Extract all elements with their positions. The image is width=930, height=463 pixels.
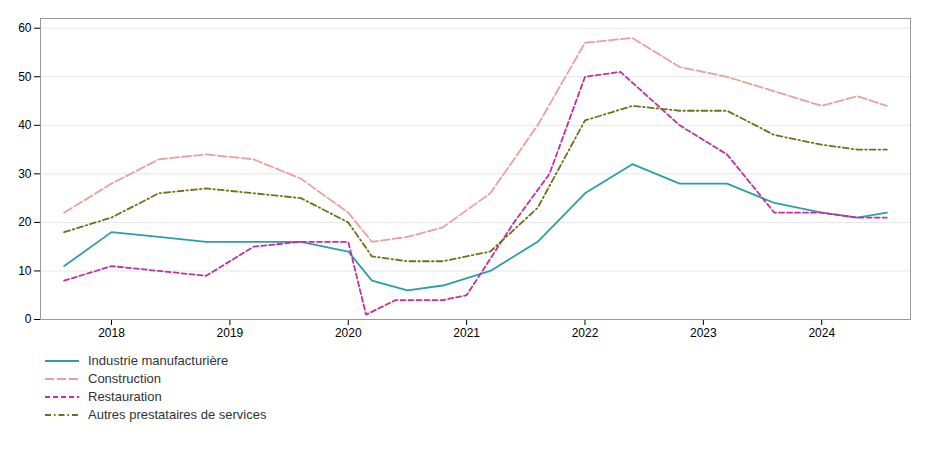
svg-text:2023: 2023: [690, 326, 717, 340]
html-text:Restauration: Restauration: [88, 389, 162, 404]
svg-text:2019: 2019: [217, 326, 244, 340]
svg-text:10: 10: [18, 264, 32, 278]
svg-text:2018: 2018: [98, 326, 125, 340]
svg-text:2022: 2022: [572, 326, 599, 340]
svg-text:40: 40: [18, 118, 32, 132]
svg-text:50: 50: [18, 70, 32, 84]
svg-text:20: 20: [18, 215, 32, 229]
svg-text:2021: 2021: [453, 326, 480, 340]
svg-text:2020: 2020: [335, 326, 362, 340]
svg-text:60: 60: [18, 21, 32, 35]
svg-text:30: 30: [18, 167, 32, 181]
html-text:Autres prestataires de service: Autres prestataires de services: [88, 407, 267, 422]
html-text:Construction: Construction: [88, 371, 161, 386]
html-text:Industrie manufacturière: Industrie manufacturière: [88, 353, 229, 368]
svg-text:0: 0: [25, 312, 32, 326]
svg-text:2024: 2024: [808, 326, 835, 340]
